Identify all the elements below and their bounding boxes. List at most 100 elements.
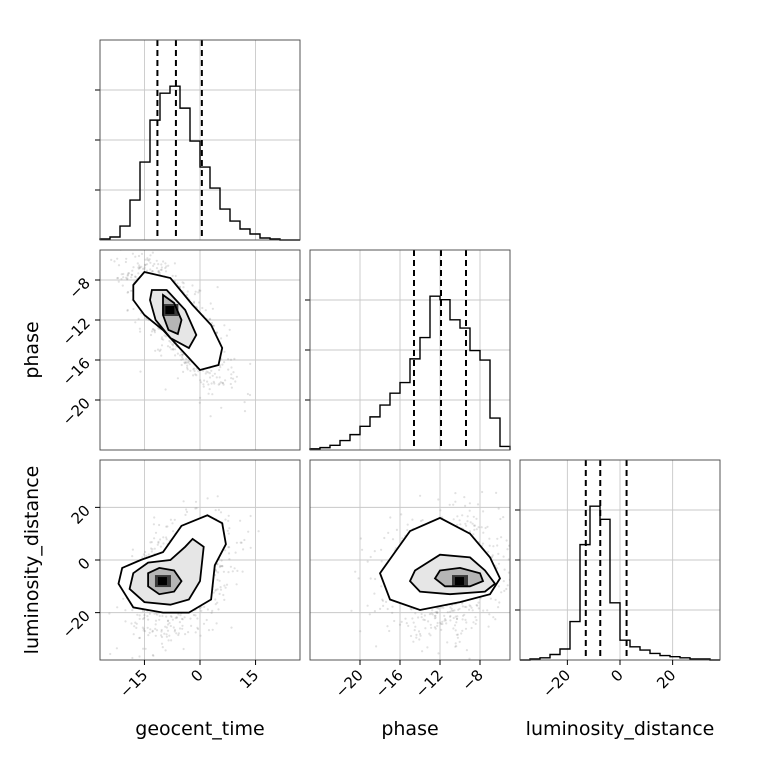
scatter-point: [462, 614, 465, 617]
scatter-point: [179, 614, 182, 617]
scatter-point: [157, 263, 160, 266]
scatter-point: [233, 567, 236, 570]
scatter-point: [223, 584, 226, 587]
scatter-point: [130, 273, 133, 276]
scatter-point: [117, 264, 121, 267]
scatter-point: [181, 353, 184, 356]
scatter-point: [126, 278, 129, 281]
y-tick-label: −20: [59, 607, 94, 642]
scatter-point: [147, 634, 150, 637]
scatter-point: [151, 629, 154, 633]
scatter-point: [199, 379, 202, 382]
scatter-point: [159, 538, 162, 541]
scatter-point: [456, 515, 459, 518]
scatter-point: [464, 504, 467, 507]
scatter-point: [162, 542, 165, 545]
scatter-point: [405, 622, 408, 625]
scatter-point: [193, 367, 196, 370]
scatter-point: [160, 634, 163, 637]
scatter-point: [382, 604, 385, 608]
scatter-point: [222, 383, 225, 386]
scatter-point: [468, 530, 472, 533]
scatter-point: [194, 631, 197, 634]
scatter-point: [221, 564, 224, 568]
scatter-point: [210, 382, 213, 385]
scatter-point: [218, 376, 221, 379]
scatter-point: [217, 571, 220, 574]
scatter-point: [134, 621, 137, 624]
scatter-point: [413, 629, 416, 632]
scatter-point: [224, 518, 227, 521]
scatter-point: [103, 662, 105, 664]
scatter-point: [155, 267, 159, 270]
scatter-point: [249, 514, 252, 518]
scatter-point: [160, 628, 163, 632]
scatter-point: [494, 598, 497, 601]
scatter-point: [381, 598, 384, 601]
scatter-point: [160, 630, 163, 633]
scatter-point: [197, 370, 200, 373]
scatter-point: [158, 523, 161, 527]
scatter-point: [183, 361, 186, 364]
scatter-point: [450, 609, 453, 612]
scatter-point: [470, 626, 473, 630]
scatter-point: [219, 381, 222, 384]
scatter-point: [142, 553, 145, 556]
scatter-point: [168, 339, 171, 343]
scatter-point: [185, 293, 189, 297]
scatter-point: [172, 347, 175, 350]
scatter-point: [505, 539, 508, 542]
scatter-point: [210, 369, 213, 372]
scatter-point: [127, 290, 130, 294]
scatter-point: [151, 270, 154, 273]
scatter-point: [153, 612, 156, 615]
scatter-point: [230, 373, 233, 376]
scatter-point: [427, 620, 430, 623]
scatter-point: [223, 598, 226, 602]
scatter-point: [206, 497, 209, 500]
scatter-point: [216, 562, 219, 566]
scatter-point: [373, 550, 376, 553]
scatter-point: [389, 516, 392, 519]
scatter-point: [517, 591, 519, 593]
scatter-point: [131, 555, 134, 558]
scatter-point: [359, 630, 362, 633]
density-geocent-time-vs-phase: [99, 249, 301, 451]
scatter-point: [461, 618, 464, 621]
scatter-point: [406, 528, 409, 532]
x-tick-label: −12: [412, 666, 447, 701]
scatter-point: [497, 552, 500, 556]
scatter-point: [145, 269, 149, 272]
density-layer: [103, 495, 260, 664]
scatter-point: [477, 607, 480, 610]
scatter-point: [188, 363, 191, 366]
scatter-point: [109, 652, 112, 656]
scatter-point: [177, 613, 180, 616]
scatter-point: [143, 267, 146, 270]
scatter-point: [232, 377, 235, 380]
scatter-point: [152, 328, 155, 331]
scatter-point: [441, 620, 444, 623]
scatter-point: [423, 618, 426, 622]
density-peak: [455, 577, 464, 586]
scatter-point: [434, 611, 437, 614]
scatter-point: [404, 617, 407, 620]
scatter-point: [444, 619, 447, 622]
scatter-point: [159, 268, 162, 271]
scatter-point: [224, 586, 227, 589]
scatter-point: [507, 571, 510, 574]
contour-line: [128, 537, 205, 606]
histogram-phase: [305, 249, 511, 451]
scatter-point: [212, 324, 216, 327]
scatter-point: [194, 290, 197, 293]
scatter-point: [445, 622, 448, 625]
scatter-point: [354, 570, 357, 573]
scatter-point: [463, 605, 467, 609]
scatter-point: [149, 254, 152, 257]
scatter-point: [198, 289, 201, 292]
scatter-point: [492, 545, 495, 548]
scatter-point: [209, 415, 212, 418]
scatter-point: [186, 364, 189, 367]
scatter-point: [391, 538, 395, 541]
scatter-point: [138, 655, 141, 658]
